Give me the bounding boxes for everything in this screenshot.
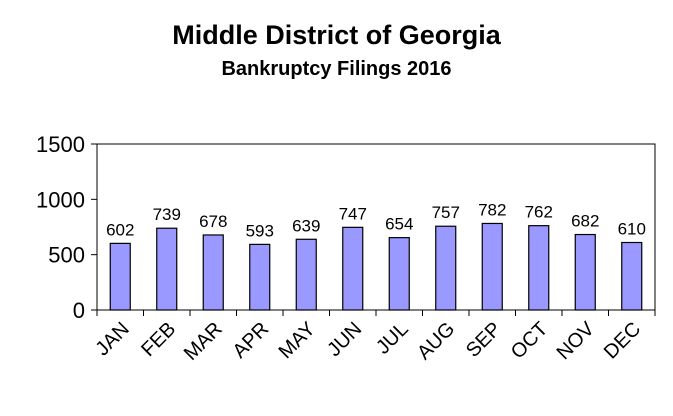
bar-value-label: 739: [153, 205, 181, 224]
bar-value-label: 678: [199, 212, 227, 231]
bar-value-label: 782: [478, 200, 506, 219]
bar: [109, 242, 131, 311]
bar: [621, 241, 643, 311]
bar: [388, 237, 410, 311]
bar: [202, 234, 224, 311]
bar: [342, 226, 364, 311]
bar-value-label: 593: [246, 221, 274, 240]
x-tick-label: JUL: [372, 318, 413, 359]
chart-title: Middle District of Georgia: [172, 20, 501, 50]
x-tick-label: JUN: [323, 318, 366, 361]
x-tick-label: MAY: [275, 318, 320, 363]
x-tick-label: SEP: [462, 318, 506, 362]
bar: [574, 233, 596, 311]
y-tick-label: 1000: [36, 187, 85, 212]
bar-value-label: 762: [525, 203, 553, 222]
bar: [528, 225, 550, 311]
bar-value-label: 610: [618, 219, 646, 238]
bar-value-label: 639: [292, 216, 320, 235]
bar-value-label: 682: [571, 212, 599, 231]
bar: [435, 225, 457, 311]
y-tick-label: 1500: [36, 132, 85, 157]
bar: [249, 243, 271, 311]
bar: [156, 227, 178, 311]
x-tick-label: JAN: [92, 318, 134, 360]
x-tick-label: AUG: [413, 318, 459, 364]
bar-value-label: 747: [339, 204, 367, 223]
y-tick-label: 0: [73, 298, 85, 323]
bar-value-label: 654: [385, 215, 413, 234]
x-tick-label: NOV: [553, 318, 600, 365]
bar: [481, 222, 503, 311]
x-tick-label: OCT: [507, 318, 552, 363]
bar-value-label: 602: [106, 220, 134, 239]
bar: [295, 238, 317, 311]
x-tick-label: FEB: [137, 318, 180, 361]
chart-subtitle: Bankruptcy Filings 2016: [221, 58, 452, 80]
x-tick-label: MAR: [180, 318, 227, 365]
bar-value-label: 757: [432, 203, 460, 222]
x-tick-label: APR: [229, 318, 274, 363]
y-tick-label: 500: [48, 243, 85, 268]
x-tick-label: DEC: [600, 318, 645, 363]
